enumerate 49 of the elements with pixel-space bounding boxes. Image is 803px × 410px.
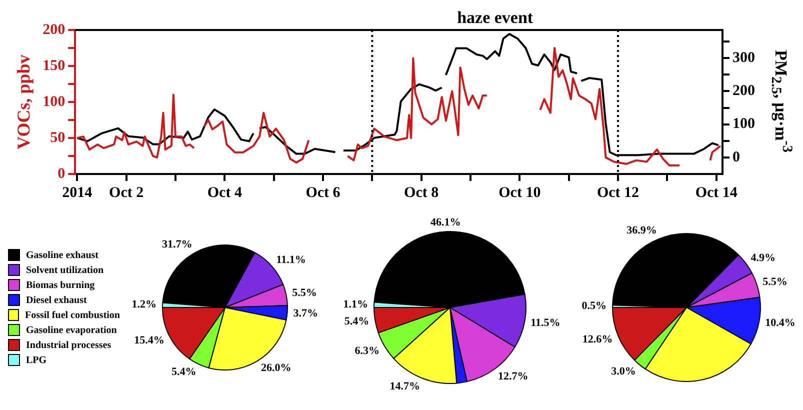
data-label: 14.7% [390, 380, 420, 392]
data-label: 5.5% [292, 286, 317, 299]
data-label: 5.4% [171, 366, 196, 378]
data-label: 36.9% [626, 224, 657, 236]
y-axis-title: VOCs, ppbv [13, 54, 34, 150]
y-tick-label: 50 [50, 130, 66, 146]
legend-label: Industrial processes [26, 340, 112, 350]
x-tick-label: Oct 4 [207, 184, 242, 201]
data-label: 6.3% [354, 344, 380, 357]
data-label: 10.4% [765, 316, 796, 329]
data-label: 1.1% [343, 298, 368, 310]
data-label: 12.6% [582, 333, 613, 346]
y2-tick-label: 0 [732, 149, 740, 166]
x-tick-label: Oct 10 [498, 184, 541, 201]
y-tick-label: 100 [42, 94, 66, 110]
x-tick-label: 2014 [62, 184, 93, 201]
data-label: 4.9% [750, 252, 776, 264]
data-label: 3.0% [611, 366, 636, 378]
data-label: 11.1% [276, 254, 306, 266]
y-tick-label: 150 [42, 58, 66, 74]
x-tick-label: Oct 12 [596, 184, 640, 201]
y2-tick-label: 200 [732, 83, 755, 100]
data-label: 11.5% [530, 317, 560, 330]
data-label: 3.7% [293, 307, 318, 320]
y-tick-label: 0 [58, 166, 66, 182]
legend-label: Gasoline exhaust [26, 250, 99, 260]
text: haze event [457, 8, 534, 27]
legend-label: Solvent utilization [26, 264, 104, 276]
legend-label: LPG [26, 354, 47, 366]
data-label: 26.0% [260, 362, 292, 374]
y2-tick-label: 300 [732, 50, 755, 66]
data-label: 15.4% [134, 334, 164, 347]
y-tick-label: 200 [42, 22, 66, 38]
data-label: 46.1% [430, 216, 461, 228]
data-label: 12.7% [498, 370, 528, 382]
x-tick-label: Oct 6 [306, 184, 341, 201]
data-label: 5.5% [762, 276, 788, 288]
x-tick-label: Oct 14 [695, 184, 738, 201]
legend-label: Biomas burning [26, 280, 95, 290]
data-label: 0.5% [582, 300, 607, 312]
y2-tick-label: 100 [732, 116, 755, 132]
x-tick-label: Oct 2 [109, 184, 144, 201]
legend-label: Gasoline evaporation [26, 324, 117, 336]
x-tick-label: Oct 8 [404, 184, 439, 201]
data-label: 1.2% [132, 298, 157, 311]
data-label: 5.4% [344, 316, 370, 328]
legend-label: Fossil fuel combustion [24, 310, 120, 320]
legend-label: Diesel exhaust [26, 294, 87, 306]
data-label: 31.7% [162, 238, 192, 251]
